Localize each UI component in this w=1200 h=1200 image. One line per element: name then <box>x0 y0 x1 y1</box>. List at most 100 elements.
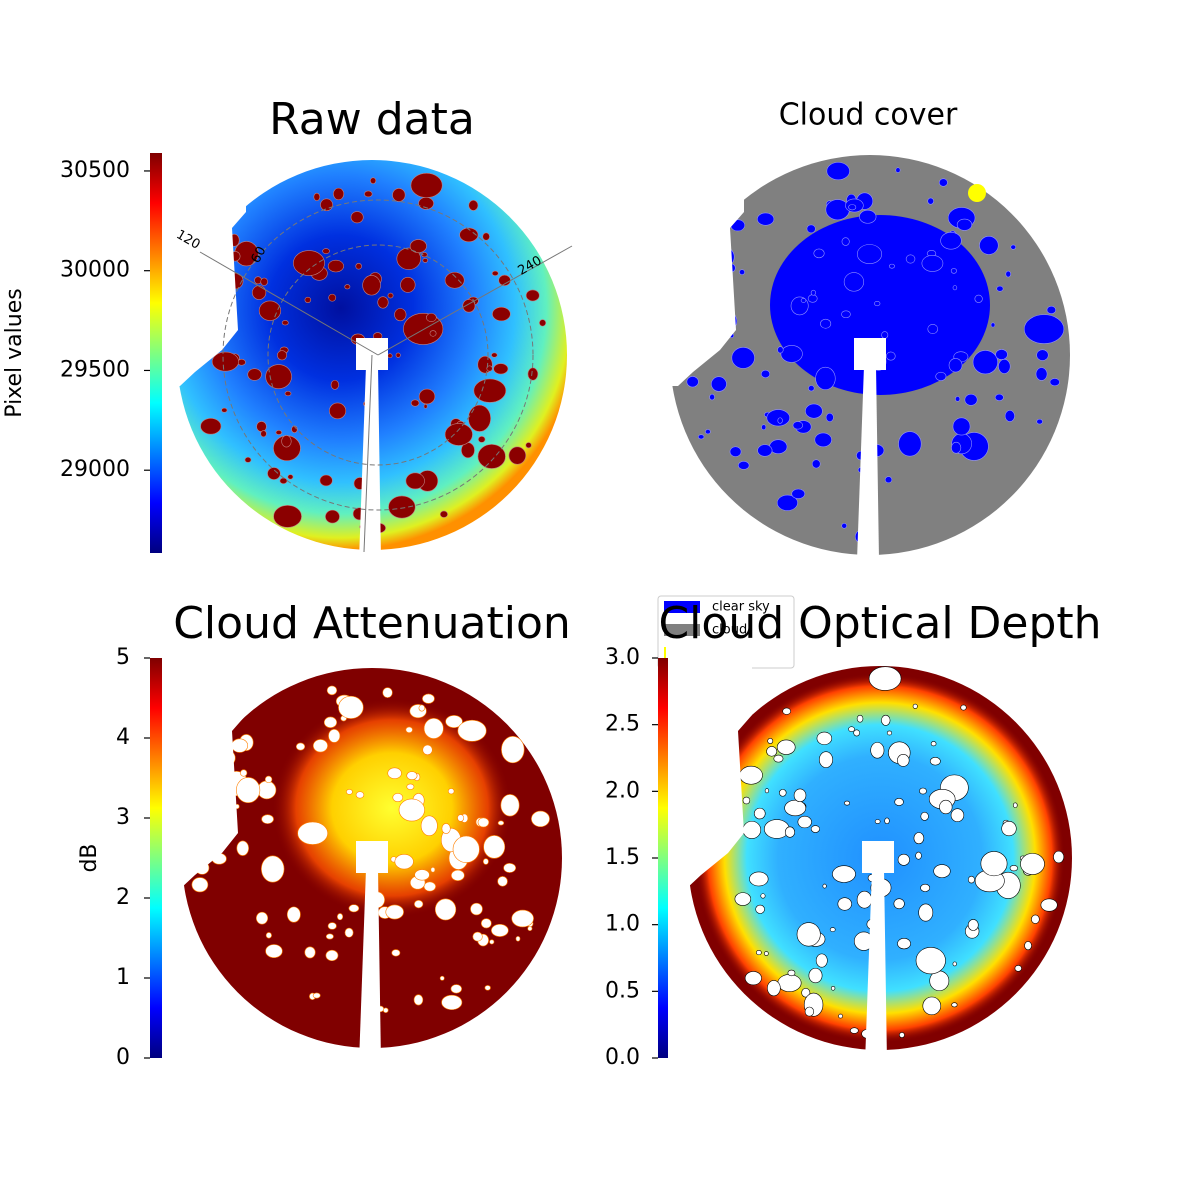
cloud-blob <box>450 984 462 994</box>
cloud-blob <box>956 218 973 231</box>
cloud-blob <box>327 259 344 273</box>
legend-swatch <box>664 624 700 636</box>
cloud-blob <box>826 162 850 181</box>
cloud-blob <box>815 366 836 390</box>
cloud-blob <box>843 272 865 292</box>
colorbar-tick-label: 0.0 <box>605 1045 640 1070</box>
panel-title: Cloud Attenuation <box>173 598 571 649</box>
cloud-blob <box>709 393 715 401</box>
cloud-blob <box>739 269 745 275</box>
cloud-blob <box>886 730 893 736</box>
cloud-blob <box>265 364 292 389</box>
cloud-blob <box>422 744 433 756</box>
cloud-blob <box>403 312 444 345</box>
cloud-blob <box>951 1002 958 1008</box>
cloud-blob <box>742 796 751 805</box>
cloud-blob <box>980 851 1008 877</box>
cloud-blob <box>773 754 784 763</box>
mask-wedge <box>359 366 381 560</box>
cloud-blob <box>874 300 881 307</box>
mask-notch <box>666 643 752 889</box>
cloud-blob <box>503 863 516 873</box>
cloud-blob <box>950 808 965 822</box>
cloud-blob <box>385 904 404 920</box>
cloud-blob <box>895 167 901 173</box>
cloud-blob <box>346 789 353 795</box>
cloud-blob <box>933 864 951 878</box>
cloud-blob <box>1031 914 1040 924</box>
cloud-blob <box>486 365 493 372</box>
cloud-blob <box>777 417 783 424</box>
cloud-blob <box>967 875 975 884</box>
cloud-blob <box>422 693 435 704</box>
cloud-blob <box>853 729 860 737</box>
cloud-blob <box>320 198 333 212</box>
cloud-blob <box>777 974 802 992</box>
cloud-blob <box>413 994 424 1006</box>
cloud-blob <box>848 204 857 211</box>
cloud-blob <box>459 227 479 243</box>
cloud-blob <box>410 172 443 198</box>
cloud-blob <box>468 404 491 432</box>
colorbar-tick-label: 3.0 <box>605 645 640 670</box>
cloud-blob <box>256 421 267 432</box>
colorbar-label: dB <box>77 843 102 872</box>
cloud-blob <box>897 937 911 950</box>
cloud-blob <box>293 250 325 276</box>
cloud-blob <box>409 239 427 254</box>
cloud-blob <box>921 255 944 272</box>
cloud-blob <box>444 423 473 446</box>
cloud-blob <box>952 961 957 967</box>
cloud-blob <box>489 939 495 945</box>
colorbar-label: Pixel values <box>2 288 27 417</box>
cloud-blob <box>920 811 929 821</box>
cloud-blob <box>257 780 277 800</box>
cloud-blob <box>531 810 550 828</box>
cloud-blob <box>813 248 825 259</box>
panel-title: Raw data <box>269 94 475 145</box>
cloud-blob <box>777 346 784 354</box>
cloud-blob <box>801 987 811 998</box>
colorbar-tick-label: 1 <box>116 965 130 990</box>
cloud-blob <box>493 363 509 375</box>
cloud-blob <box>940 231 962 250</box>
cloud-blob <box>261 855 285 883</box>
cloud-blob <box>825 199 850 221</box>
mask-notch <box>160 643 246 889</box>
cloud-blob <box>325 509 340 524</box>
cloud-blob <box>244 456 252 463</box>
cloud-blob <box>439 975 445 981</box>
cloud-blob <box>841 310 851 319</box>
cloud-blob <box>328 728 341 743</box>
cloud-blob <box>500 794 520 817</box>
cloud-blob <box>1001 821 1017 837</box>
cloud-blob <box>236 840 249 856</box>
colorbar-tick-label: 30500 <box>60 158 130 183</box>
colorbar <box>658 658 668 1058</box>
cloud-blob <box>333 187 345 201</box>
cloud-blob <box>267 467 281 480</box>
cloud-blob <box>844 800 851 806</box>
cloud-blob <box>362 275 381 296</box>
cloud-blob <box>938 178 948 187</box>
cloud-blob <box>470 902 483 916</box>
cloud-blob <box>364 190 373 198</box>
cloud-blob <box>737 460 750 470</box>
cloud-blob <box>881 331 889 339</box>
cloud-blob <box>511 909 534 928</box>
cloud-blob <box>313 192 321 201</box>
cloud-blob <box>1036 418 1043 425</box>
cloud-blob <box>763 819 790 839</box>
cloud-blob <box>1014 965 1022 972</box>
cloud-blob <box>328 293 337 302</box>
cloud-blob <box>539 319 547 327</box>
cloud-blob <box>434 898 457 921</box>
cloud-blob <box>414 869 430 881</box>
cloud-blob <box>806 224 816 234</box>
colorbar-tick-label: 1.0 <box>605 912 640 937</box>
cloud-blob <box>426 313 437 322</box>
cloud-blob <box>525 289 540 302</box>
cloud-blob <box>418 704 425 712</box>
cloud-blob <box>396 247 421 270</box>
